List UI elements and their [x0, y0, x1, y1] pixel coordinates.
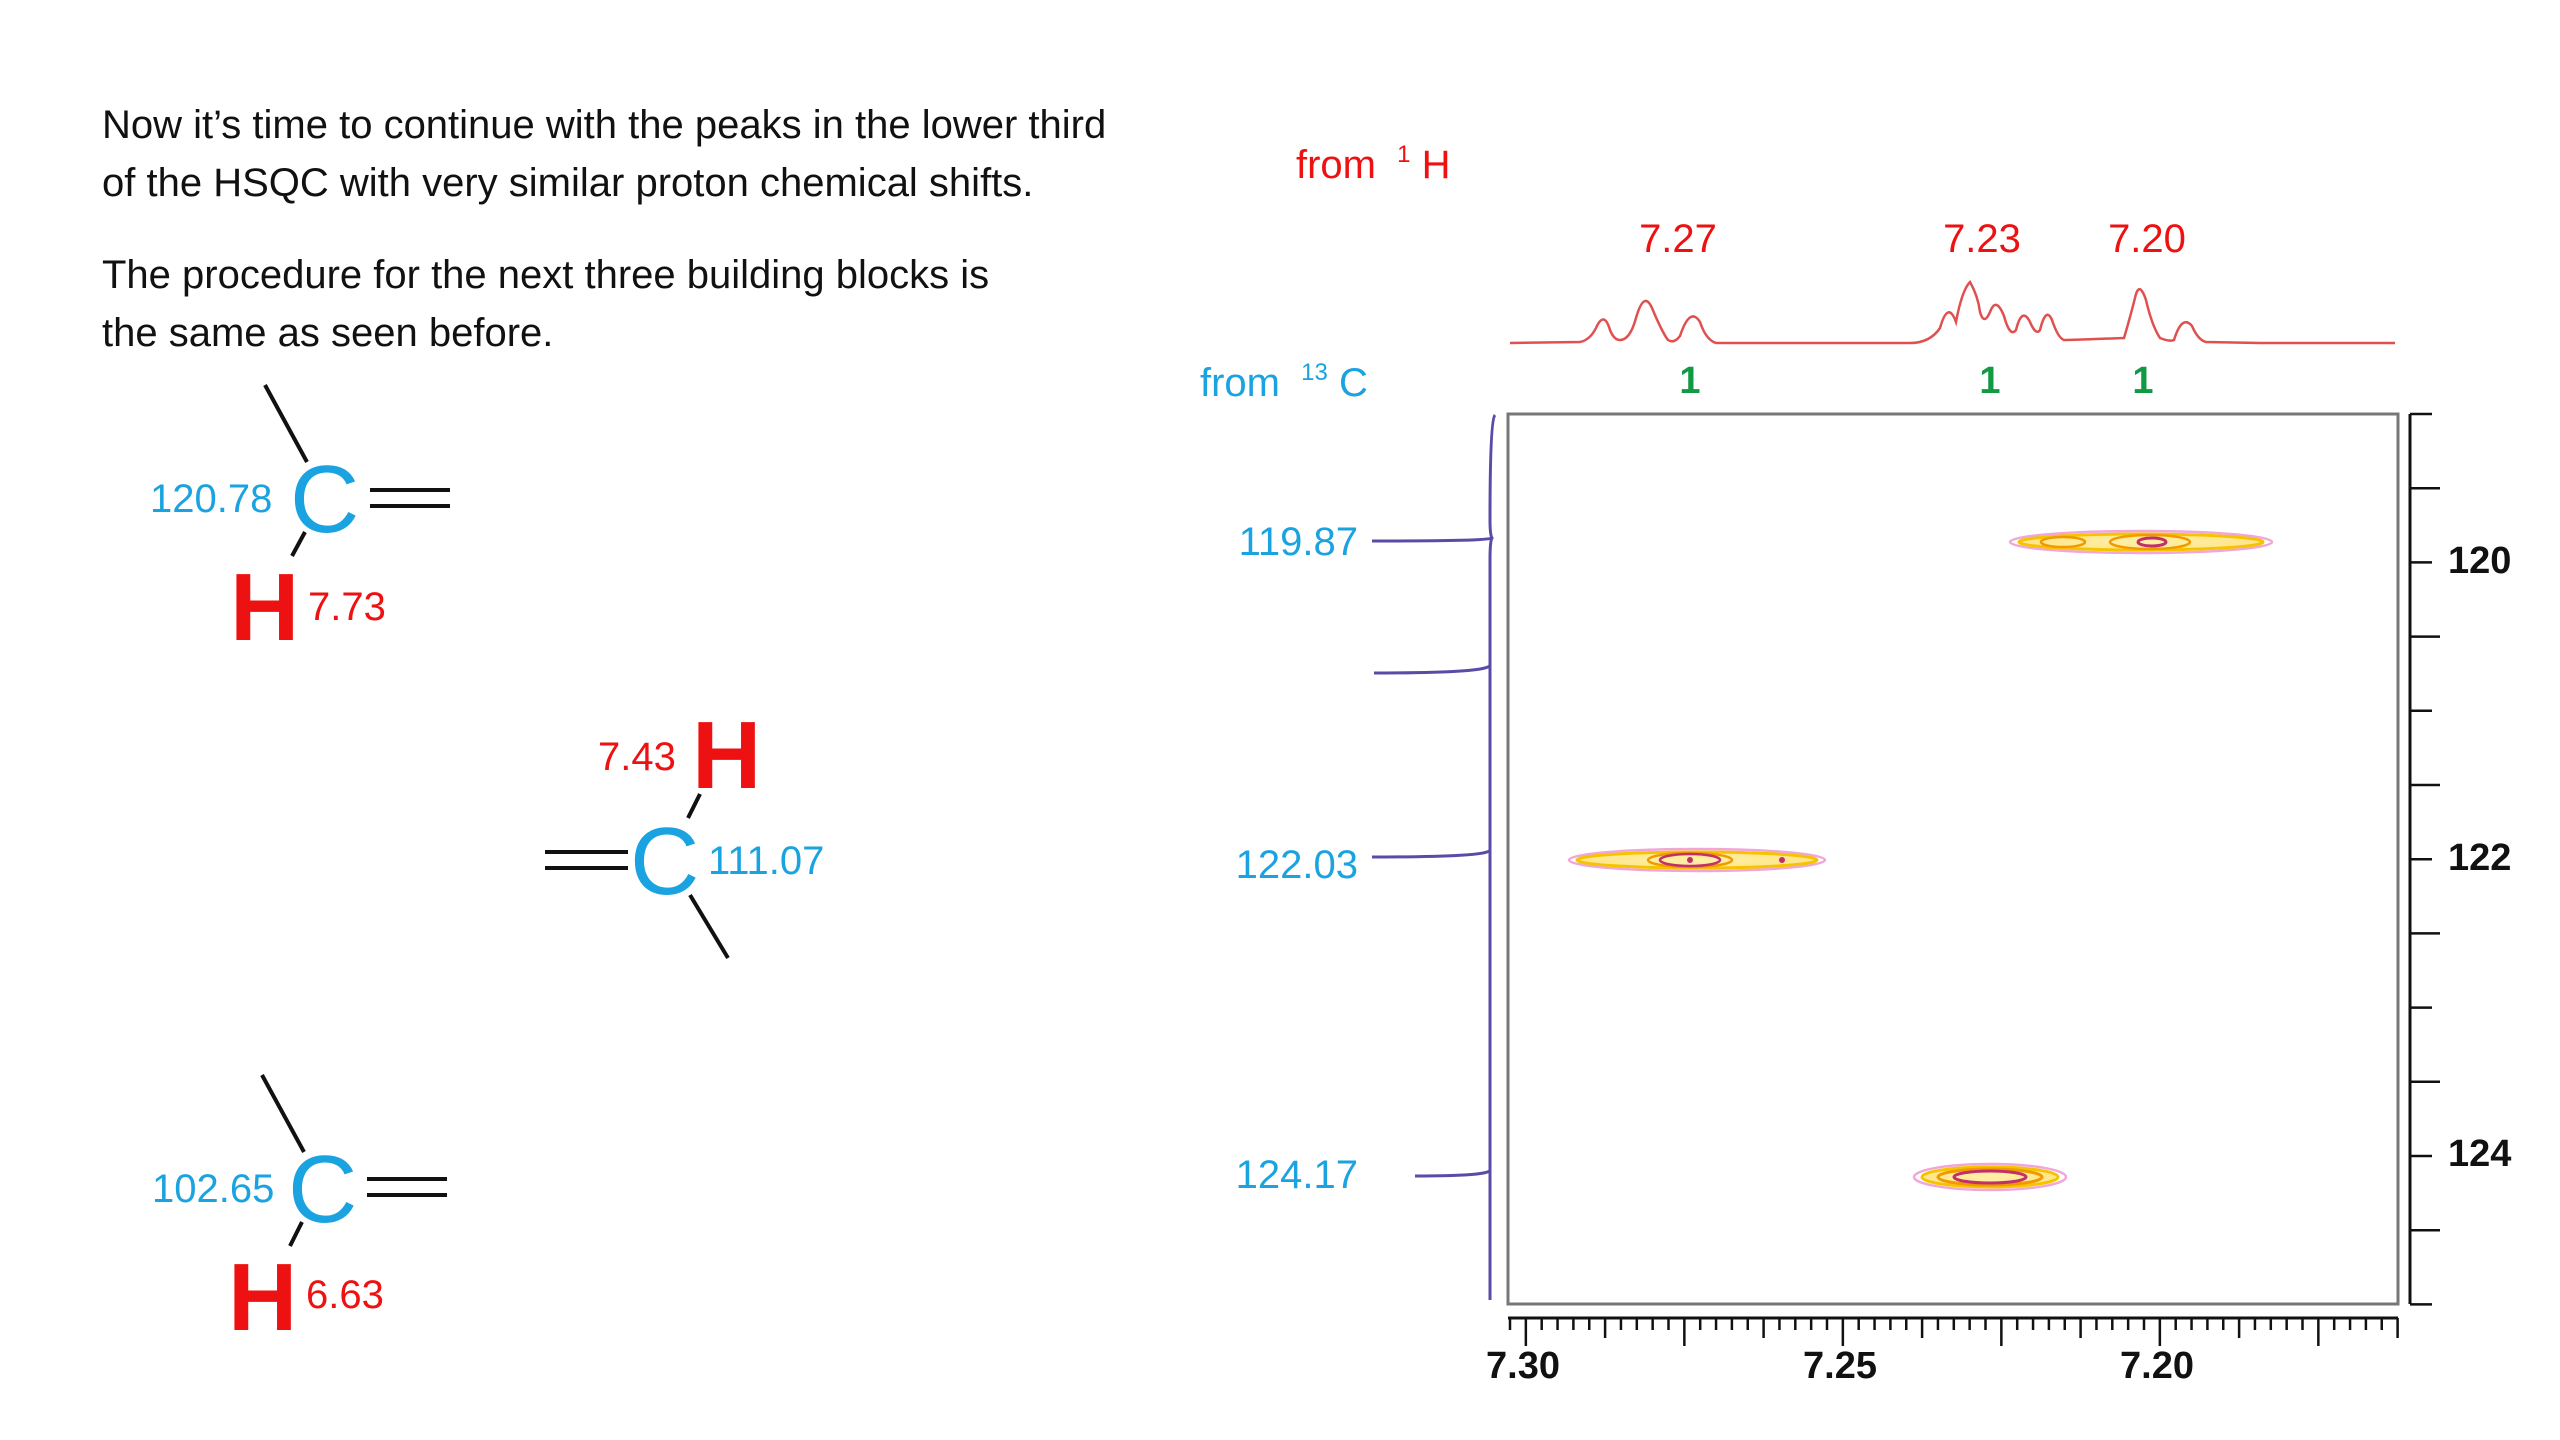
- carbon-shift-label: 102.65: [152, 1167, 274, 1211]
- h-projection-trace: [1509, 279, 2395, 345]
- y-tick-label-124: 124: [2448, 1133, 2511, 1175]
- contour-inner: [1936, 1167, 2044, 1187]
- c-peak-label-3: 124.17: [1236, 1153, 1358, 1197]
- bond-line: [688, 893, 730, 960]
- y-tick-label-122: 122: [2448, 837, 2511, 879]
- right-axis: [2408, 412, 2440, 1306]
- carbon-shift-label: 111.07: [708, 839, 824, 883]
- contour-core: [1952, 1169, 2028, 1185]
- contour-core: [1658, 852, 1722, 868]
- intro-line-2: of the HSQC with very similar proton che…: [102, 161, 1034, 205]
- plot-frame: [1506, 412, 2400, 1306]
- h-peak-label-1: 7.27: [1639, 217, 1717, 261]
- cross-peak-3: [2008, 529, 2274, 555]
- c-projection-mass: 13: [1301, 359, 1328, 386]
- peak-maximum: [1687, 857, 1693, 863]
- fragment-3: 102.65 C H 6.63: [152, 1074, 447, 1351]
- hydrogen-atom: H: [692, 702, 761, 809]
- fragment-1: 120.78 C H 7.73: [150, 384, 450, 661]
- h-integral-2: 1: [1979, 360, 2000, 402]
- h-peak-label-3: 7.20: [2108, 217, 2186, 261]
- contour-outer: [1912, 1162, 2068, 1192]
- contour-core: [2136, 536, 2168, 548]
- cross-peak-2: [1912, 1162, 2068, 1192]
- contour-inner: [2108, 533, 2192, 551]
- c-h-bond: [290, 531, 307, 557]
- h-projection-label: from 1 H: [1296, 127, 1451, 187]
- contour-left: [2039, 535, 2087, 549]
- carbon-atom: C: [290, 446, 359, 553]
- carbon-atom: C: [630, 808, 699, 915]
- c-h-bond: [288, 1221, 304, 1247]
- x-tick-label-720: 7.20: [2120, 1345, 2194, 1387]
- c-peak-label-1: 119.87: [1239, 520, 1358, 564]
- fragment-2: 7.43 H C 111.07: [545, 702, 824, 960]
- intro-paragraph-2: The procedure for the next three buildin…: [102, 246, 1302, 362]
- c-projection-trace: [1371, 413, 1497, 1300]
- c-peak-label-2: 122.03: [1236, 843, 1358, 887]
- h-projection-mass: 1: [1397, 141, 1410, 168]
- bottom-axis: [1508, 1316, 2399, 1346]
- c-projection-from: from: [1200, 361, 1280, 405]
- x-tick-label-730: 7.30: [1486, 1345, 1560, 1387]
- cross-peak-1: [1567, 847, 1827, 873]
- bond-line: [263, 384, 309, 463]
- hydrogen-atom: H: [230, 554, 299, 661]
- h-projection-from: from: [1296, 143, 1376, 187]
- intro-line-1: Now it’s time to continue with the peaks…: [102, 103, 1107, 147]
- c-h-bond: [686, 793, 702, 819]
- carbon-shift-label: 120.78: [150, 477, 272, 521]
- intro-line-3: The procedure for the next three buildin…: [102, 253, 990, 297]
- bond-line: [260, 1074, 306, 1153]
- hydrogen-atom: H: [228, 1244, 297, 1351]
- proton-shift-label: 7.73: [308, 585, 386, 629]
- intro-paragraph-1: Now it’s time to continue with the peaks…: [102, 96, 1302, 212]
- proton-shift-label: 7.43: [598, 735, 676, 779]
- y-tick-label-120: 120: [2448, 540, 2511, 582]
- carbon-atom: C: [288, 1136, 357, 1243]
- contour-outer: [2008, 529, 2274, 555]
- c-projection-label: from 13 C: [1200, 345, 1368, 405]
- proton-shift-label: 6.63: [306, 1273, 384, 1317]
- peak-maximum-satellite: [1779, 857, 1785, 863]
- x-tick-label-725: 7.25: [1803, 1345, 1877, 1387]
- h-projection-nucleus: H: [1422, 143, 1451, 187]
- contour-outer: [1567, 847, 1827, 873]
- h-integral-3: 1: [2132, 360, 2153, 402]
- intro-line-4: the same as seen before.: [102, 311, 554, 355]
- h-peak-label-2: 7.23: [1943, 217, 2021, 261]
- c-projection-nucleus: C: [1339, 361, 1368, 405]
- h-integral-1: 1: [1679, 360, 1700, 402]
